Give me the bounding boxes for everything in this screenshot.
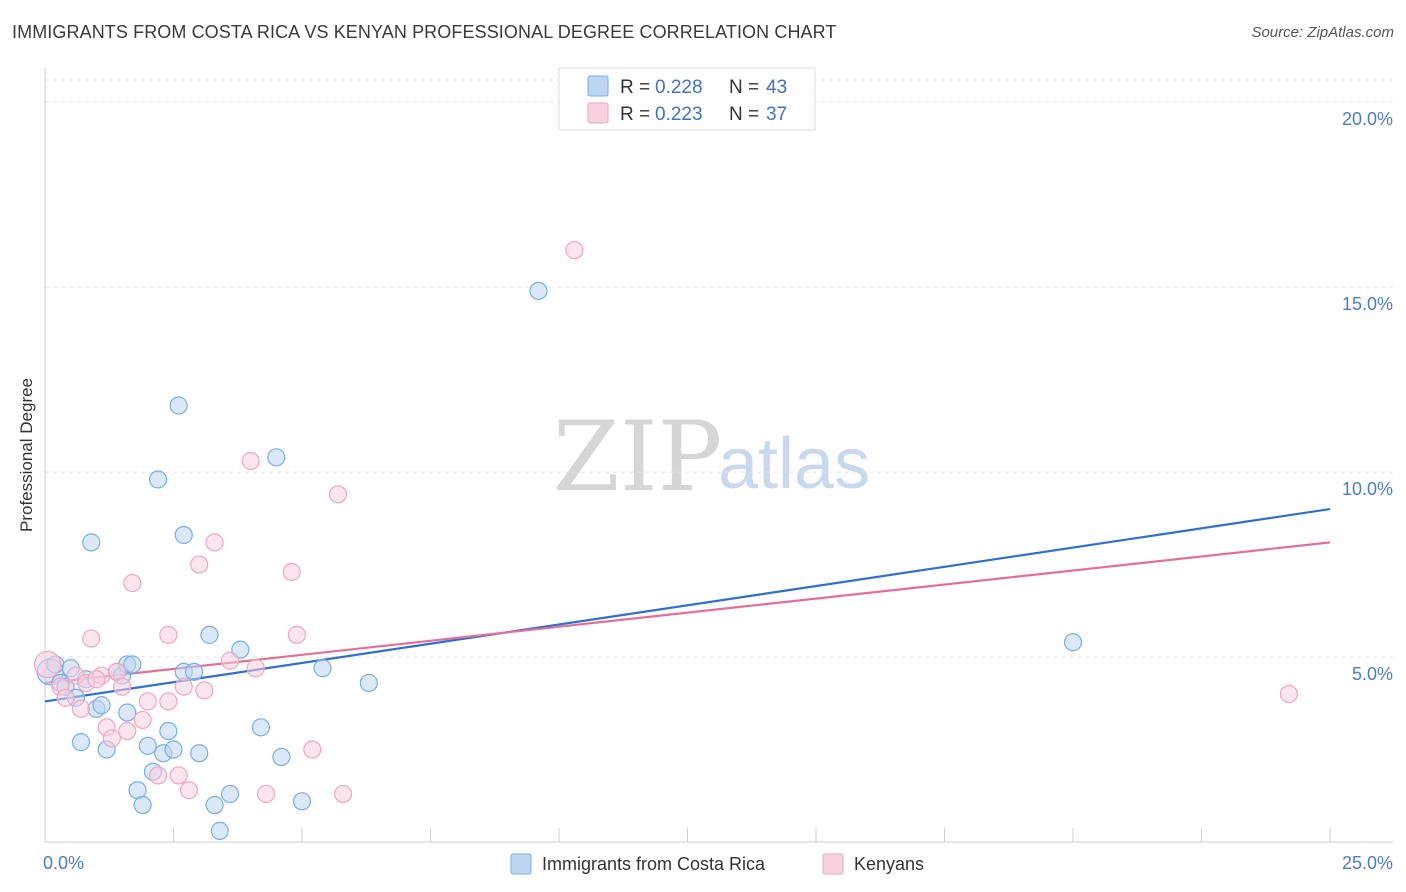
top-legend: R = 0.228 N = 43 R = 0.223 N = 37 [558,67,816,131]
point-kenyans-22 [195,681,214,700]
y-tick-labels: 5.0% 10.0% 15.0% 20.0% [1342,109,1393,684]
x-tick-label-max: 25.0% [1342,853,1393,873]
point-kenyans-32 [334,784,353,804]
point-kenyans-16 [159,692,178,711]
y-tick-label-0: 5.0% [1352,664,1393,684]
legend-n-value-kenyans: 37 [766,104,787,125]
point-kenyans-17 [159,625,178,644]
y-tick-label-1: 10.0% [1342,479,1393,499]
chart-title: IMMIGRANTS FROM COSTA RICA VS KENYAN PRO… [12,22,837,42]
point-kenyans-18 [169,766,188,785]
point-costa-rica-40 [359,673,378,693]
source-credit: Source: ZipAtlas.com [1251,24,1394,41]
point-costa-rica-15 [118,703,137,722]
point-kenyans-36 [87,670,106,689]
point-costa-rica-29 [190,744,209,763]
bottom-legend: Immigrants from Costa Rica Kenyans [510,853,924,875]
point-costa-rica-10 [92,696,111,715]
axes [44,68,1393,843]
point-costa-rica-25 [169,396,188,415]
watermark-zip: ZIP [553,401,722,513]
gridlines [45,79,1393,658]
trend-lines [44,507,1331,703]
y-tick-label-2: 15.0% [1342,294,1393,314]
point-kenyans-34 [1279,684,1298,704]
point-costa-rica-21 [148,470,168,489]
trend-line-kenyans [44,541,1331,685]
point-kenyans-29 [287,625,306,644]
legend-n-value-costa-rica: 43 [766,77,787,98]
bottom-legend-label-costa-rica: Immigrants from Costa Rica [542,854,766,874]
point-costa-rica-36 [267,448,286,467]
point-kenyans-11 [118,721,137,741]
point-kenyans-27 [256,784,276,804]
point-costa-rica-24 [164,740,183,759]
point-kenyans-20 [179,781,199,800]
legend-n-label-kenyans: N = [729,104,759,125]
point-costa-rica-39 [313,659,332,678]
bottom-legend-label-kenyans: Kenyans [854,854,924,874]
watermark-atlas: atlas [718,424,870,504]
point-costa-rica-27 [174,525,193,545]
point-kenyans-21 [190,555,209,574]
legend-n-label-costa-rica: N = [729,77,759,98]
point-kenyans-30 [303,740,322,759]
point-kenyans-23 [205,533,224,552]
legend-r-label-costa-rica: R = [620,77,650,98]
point-costa-rica-31 [205,795,224,815]
point-costa-rica-38 [292,792,312,811]
point-kenyans-13 [133,710,152,730]
legend-swatch-kenyans [587,102,609,124]
y-tick-label-3: 20.0% [1342,109,1393,129]
point-costa-rica-41 [529,281,548,300]
bottom-legend-swatch-costa-rica [510,853,532,875]
point-kenyans-26 [246,659,265,678]
point-kenyans-3 [71,699,91,718]
x-tick-label-min: 0.0% [43,853,84,873]
point-costa-rica-16 [123,655,142,674]
point-kenyans-35 [56,688,75,707]
point-costa-rica-30 [200,625,219,644]
point-costa-rica-35 [251,718,270,737]
legend-swatch-costa-rica [587,75,609,97]
point-costa-rica-6 [71,733,91,752]
point-kenyans-15 [148,766,168,785]
legend-r-label-kenyans: R = [620,104,650,125]
point-kenyans-31 [328,485,348,504]
point-kenyans-33 [565,241,584,260]
point-costa-rica-19 [138,736,157,755]
legend-r-value-kenyans: 0.223 [655,104,703,125]
point-kenyans-19 [174,677,193,696]
point-costa-rica-28 [184,662,204,681]
point-costa-rica-23 [159,721,178,741]
data-points [33,241,1298,841]
point-kenyans-12 [123,573,142,593]
point-costa-rica-33 [220,784,240,804]
point-kenyans-8 [102,729,121,748]
point-costa-rica-32 [210,821,229,841]
point-costa-rica-18 [133,795,152,815]
point-costa-rica-37 [272,747,291,767]
legend-r-value-costa-rica: 0.228 [655,77,703,98]
point-kenyans-14 [138,692,157,711]
point-kenyans-10 [112,677,132,696]
point-costa-rica-8 [82,533,101,552]
trend-line-costa-rica [44,507,1331,703]
point-kenyans-25 [241,451,260,471]
point-costa-rica-42 [1063,633,1083,652]
point-kenyans-24 [220,651,240,670]
point-costa-rica-34 [231,640,250,659]
point-kenyans-0 [33,650,62,679]
point-kenyans-5 [82,629,101,648]
point-kenyans-28 [282,562,301,582]
bottom-legend-swatch-kenyans [822,853,844,875]
